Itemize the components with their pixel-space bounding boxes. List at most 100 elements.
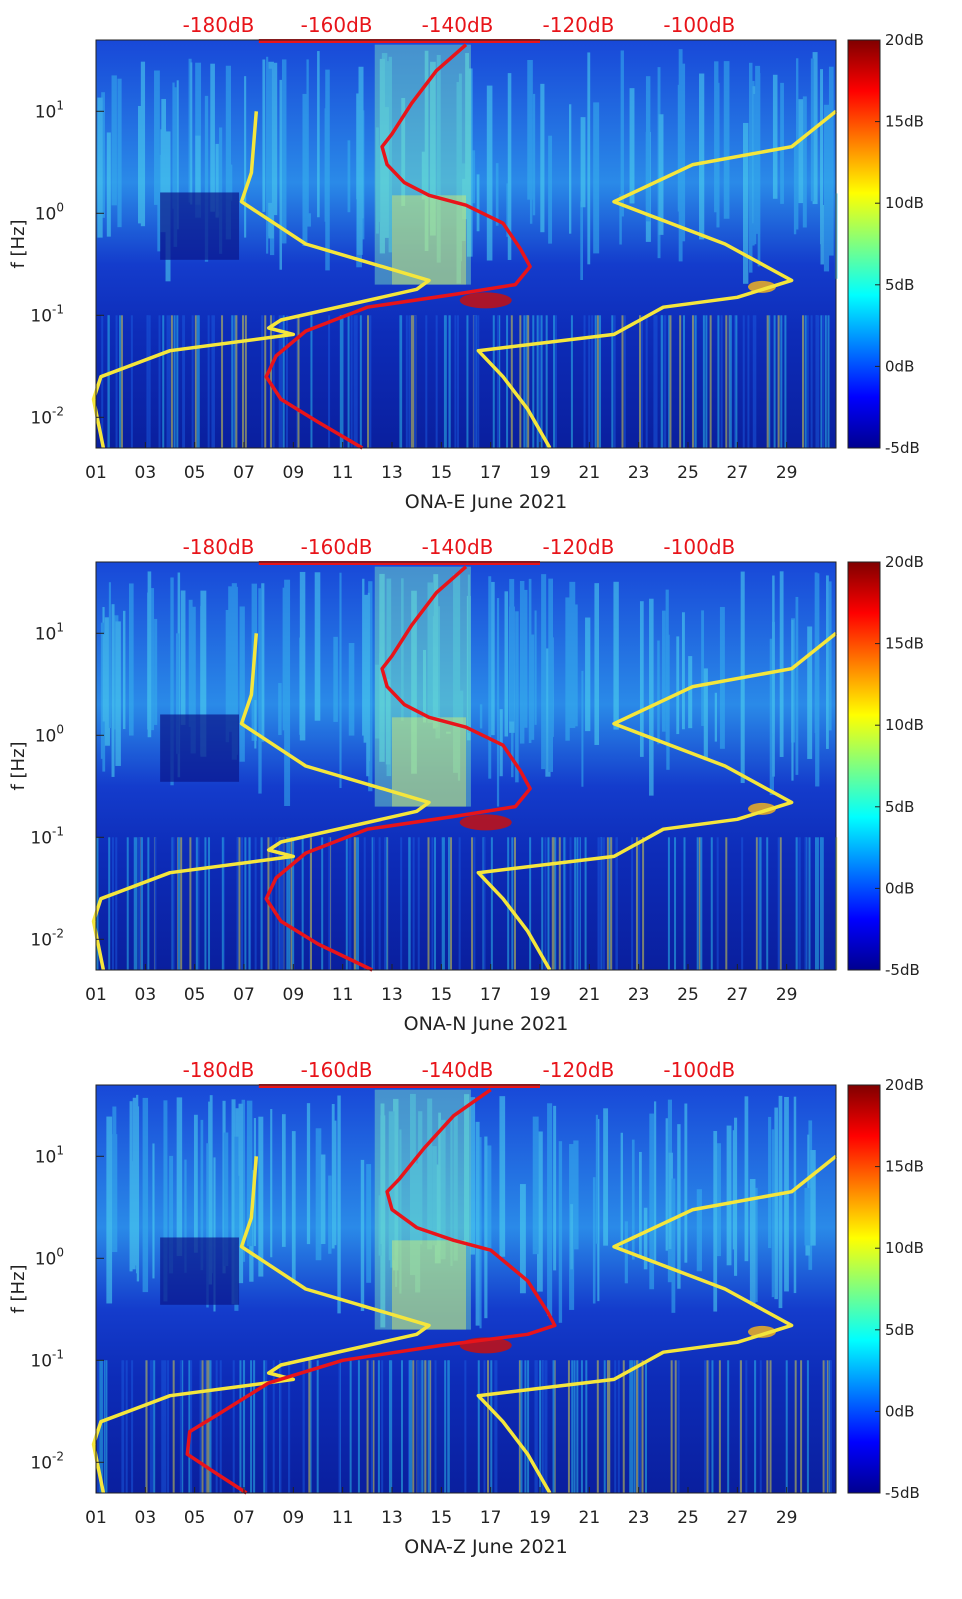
streak	[129, 1101, 133, 1272]
stripe	[683, 837, 686, 970]
stripe	[698, 837, 701, 970]
stripe	[316, 1360, 319, 1493]
stripe	[101, 315, 104, 448]
streak	[270, 1109, 273, 1258]
streak	[814, 572, 818, 734]
streak	[446, 731, 451, 734]
stripe	[182, 315, 185, 448]
stripe	[608, 1360, 611, 1493]
streak	[385, 679, 391, 765]
stripe	[711, 1360, 714, 1493]
plot-frame	[95, 39, 837, 449]
streak	[140, 61, 146, 227]
stripe	[603, 1360, 606, 1493]
streak	[580, 117, 586, 208]
stripe	[725, 315, 728, 448]
x-tick-label: 03	[135, 985, 157, 1005]
streak	[580, 201, 584, 281]
streak	[122, 610, 126, 730]
streak	[213, 1157, 216, 1312]
streak	[375, 127, 379, 234]
y-tick-label: 10-2	[30, 1449, 64, 1473]
stripe	[447, 1360, 450, 1493]
stripe	[197, 837, 200, 970]
stripe	[212, 315, 215, 448]
stripe	[706, 1360, 709, 1493]
stripe	[372, 1360, 375, 1493]
colorbar-tick-label: -5dB	[885, 439, 920, 457]
stripe	[645, 1360, 648, 1493]
streak	[529, 634, 535, 740]
streak	[210, 63, 215, 212]
stripe	[773, 315, 776, 448]
stripe	[614, 1360, 617, 1493]
streak	[581, 670, 584, 787]
streak	[780, 82, 784, 204]
streak	[225, 65, 231, 240]
stripe	[232, 1360, 235, 1493]
stripe	[288, 1360, 291, 1493]
stripe	[826, 1360, 829, 1493]
streak	[432, 1146, 437, 1246]
streak	[152, 1143, 155, 1279]
stripe	[631, 1360, 634, 1493]
storm-core	[392, 717, 466, 807]
stripe	[239, 1360, 242, 1493]
x-tick-label: 21	[579, 985, 601, 1005]
stripe	[754, 1360, 757, 1493]
stripe	[524, 1360, 527, 1493]
streak	[509, 578, 515, 722]
streak	[732, 1130, 736, 1250]
streak	[360, 1159, 365, 1312]
stripe	[347, 315, 350, 448]
streak	[410, 1093, 416, 1276]
streak	[662, 610, 666, 732]
colorbar-tick-label: 10dB	[885, 1239, 924, 1257]
y-tick-label: 100	[35, 200, 64, 224]
stripe	[441, 837, 444, 970]
stripe	[490, 1360, 493, 1493]
stripe	[261, 315, 264, 448]
stripe	[816, 837, 819, 970]
stripe	[302, 1360, 305, 1493]
streak	[333, 1120, 337, 1246]
streak	[771, 1129, 775, 1298]
colorbar-tick-label: -5dB	[885, 961, 920, 979]
stripe	[338, 1360, 341, 1493]
top-db-tick-label: -140dB	[422, 13, 494, 37]
stripe	[745, 1360, 748, 1493]
x-tick-label: 17	[480, 463, 502, 483]
stripe	[153, 1360, 156, 1493]
stripe	[410, 1360, 413, 1493]
stripe	[578, 837, 581, 970]
stripe	[795, 837, 798, 970]
streak	[399, 1129, 402, 1294]
streak	[585, 617, 591, 732]
y-axis-label: f [Hz]	[8, 1264, 29, 1313]
stripe	[296, 315, 299, 448]
streak	[515, 611, 519, 783]
streak	[163, 1100, 168, 1302]
streak	[430, 61, 436, 236]
stripe	[279, 1360, 282, 1493]
stripe	[784, 315, 787, 448]
stripe	[815, 315, 818, 448]
stripe	[576, 1360, 579, 1493]
streak	[299, 571, 306, 741]
streak	[438, 1112, 441, 1251]
stripe	[510, 315, 513, 448]
stripe	[353, 315, 356, 448]
stripe	[384, 837, 387, 970]
streak	[383, 107, 389, 238]
stripe	[131, 1360, 134, 1493]
streak	[467, 574, 471, 734]
x-tick-label: 25	[677, 463, 699, 483]
overlay-curve-1	[264, 43, 532, 450]
stripe	[580, 1360, 583, 1493]
stripe	[454, 315, 457, 448]
overlay-curve-1	[264, 565, 532, 972]
stripe	[209, 1360, 212, 1493]
stripe	[349, 837, 352, 970]
stripe	[372, 837, 375, 970]
stripe	[727, 1360, 730, 1493]
